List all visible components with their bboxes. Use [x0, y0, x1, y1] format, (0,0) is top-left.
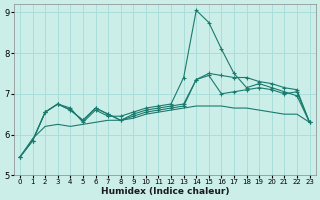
X-axis label: Humidex (Indice chaleur): Humidex (Indice chaleur) [100, 187, 229, 196]
